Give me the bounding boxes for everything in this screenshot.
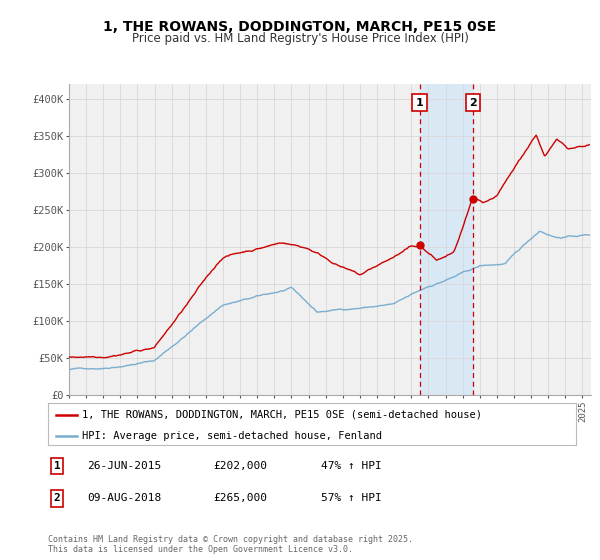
Bar: [419, 84, 473, 395]
Text: 1: 1: [53, 461, 61, 471]
Text: 09-AUG-2018: 09-AUG-2018: [87, 493, 161, 503]
Text: Price paid vs. HM Land Registry's House Price Index (HPI): Price paid vs. HM Land Registry's House …: [131, 32, 469, 45]
Text: 2: 2: [53, 493, 61, 503]
Text: 2: 2: [469, 97, 477, 108]
Text: 57% ↑ HPI: 57% ↑ HPI: [321, 493, 382, 503]
Text: £265,000: £265,000: [213, 493, 267, 503]
Text: 26-JUN-2015: 26-JUN-2015: [87, 461, 161, 471]
Text: HPI: Average price, semi-detached house, Fenland: HPI: Average price, semi-detached house,…: [82, 431, 382, 441]
Text: 47% ↑ HPI: 47% ↑ HPI: [321, 461, 382, 471]
Text: 1, THE ROWANS, DODDINGTON, MARCH, PE15 0SE (semi-detached house): 1, THE ROWANS, DODDINGTON, MARCH, PE15 0…: [82, 410, 482, 420]
Text: 1: 1: [416, 97, 424, 108]
Text: 1, THE ROWANS, DODDINGTON, MARCH, PE15 0SE: 1, THE ROWANS, DODDINGTON, MARCH, PE15 0…: [103, 20, 497, 34]
Text: Contains HM Land Registry data © Crown copyright and database right 2025.
This d: Contains HM Land Registry data © Crown c…: [48, 535, 413, 554]
Text: £202,000: £202,000: [213, 461, 267, 471]
